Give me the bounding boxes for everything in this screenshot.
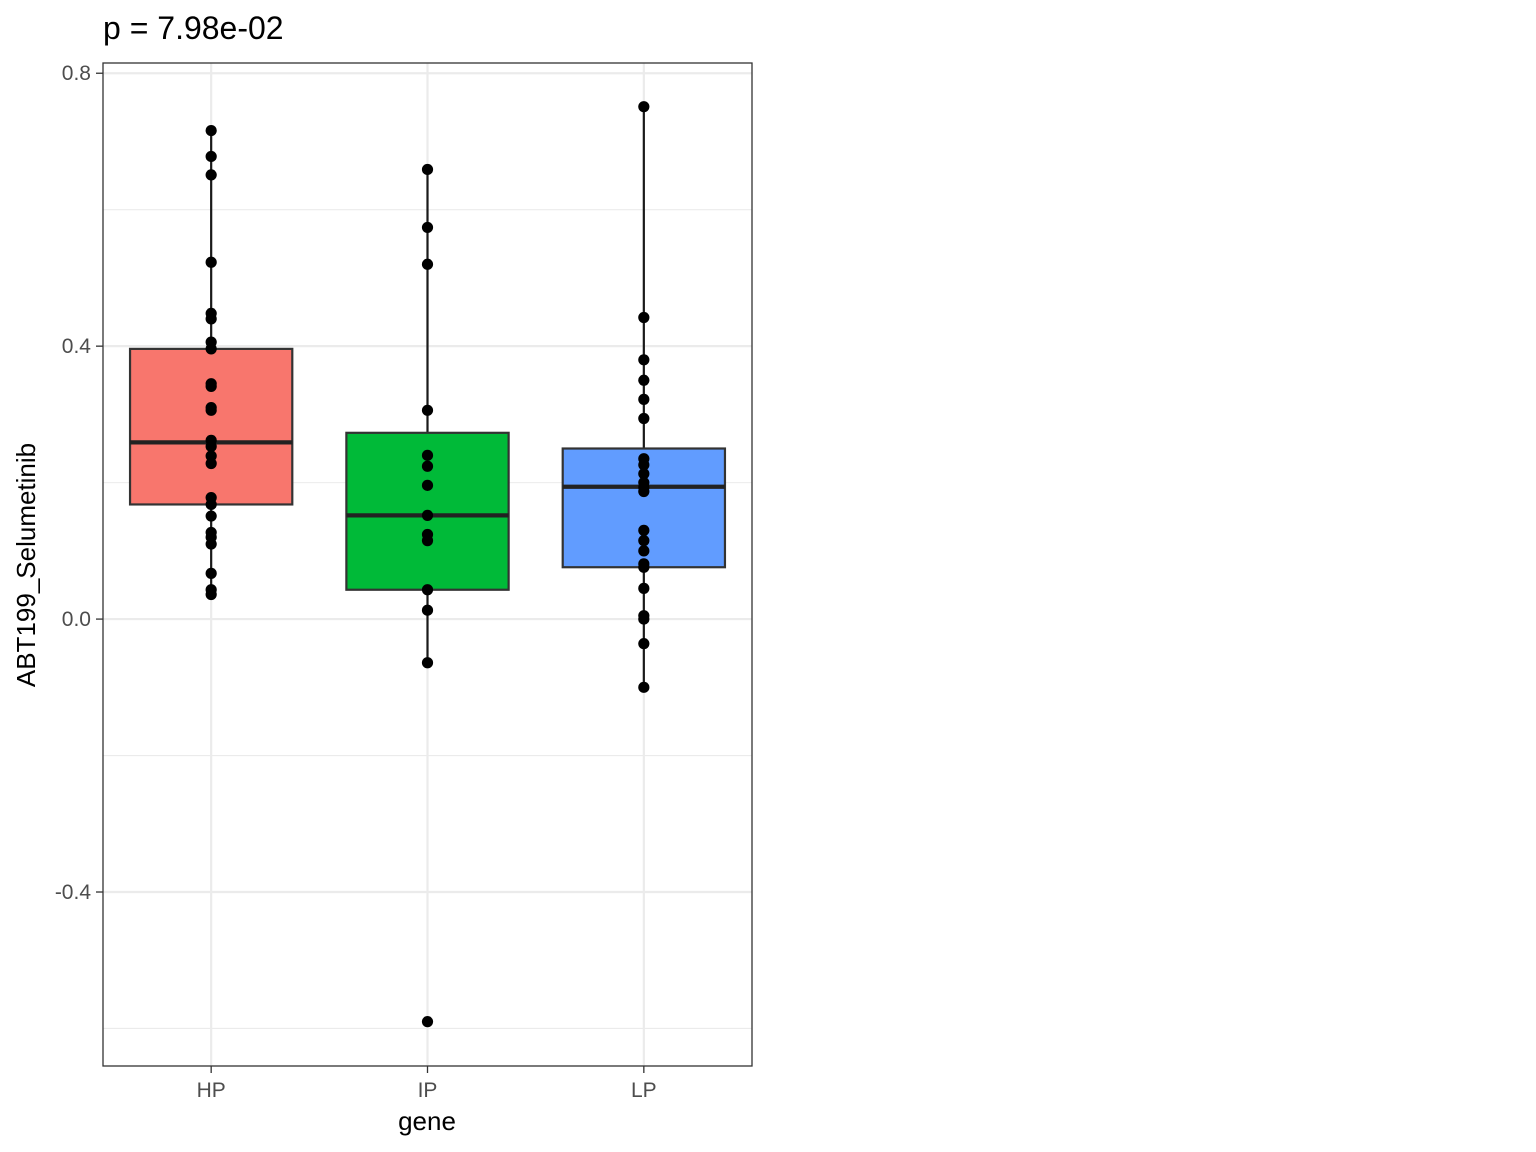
point-layer xyxy=(205,101,650,1028)
data-point xyxy=(205,124,217,137)
data-point xyxy=(638,485,650,498)
x-axis-label: gene xyxy=(398,1106,456,1136)
data-point xyxy=(205,404,217,416)
data-point xyxy=(205,256,217,268)
data-point xyxy=(205,588,217,601)
data-point xyxy=(421,163,434,176)
data-point xyxy=(205,538,217,550)
y-axis-label: ABT199_Selumetinib xyxy=(11,443,41,687)
chart-title: p = 7.98e-02 xyxy=(103,10,284,46)
y-tick-label: 0.4 xyxy=(62,335,92,358)
data-point xyxy=(421,1016,434,1028)
data-point xyxy=(421,479,434,491)
data-point xyxy=(638,535,650,547)
data-point xyxy=(205,498,217,511)
data-point xyxy=(638,545,650,557)
data-point xyxy=(205,150,217,163)
box-layer xyxy=(128,106,727,688)
y-tick-label: 0.0 xyxy=(62,608,91,631)
data-point xyxy=(205,313,217,325)
data-point xyxy=(638,354,650,366)
x-tick-label: IP xyxy=(418,1079,438,1102)
data-point xyxy=(638,638,650,650)
data-point xyxy=(205,440,217,453)
data-point xyxy=(638,459,650,471)
x-tick-label: LP xyxy=(631,1079,657,1102)
data-point xyxy=(421,657,434,669)
data-point xyxy=(638,468,650,480)
data-point xyxy=(205,169,217,181)
data-point xyxy=(205,567,217,579)
data-point xyxy=(421,509,434,521)
data-point xyxy=(638,393,650,405)
axis-layer: 0.8 0.4 0.0 -0.4 HP IP LP xyxy=(55,62,657,1102)
data-point xyxy=(205,510,217,522)
data-point xyxy=(421,604,434,616)
data-point xyxy=(638,101,650,113)
data-point xyxy=(421,449,434,461)
data-point xyxy=(205,380,217,393)
data-point xyxy=(421,258,434,270)
data-point xyxy=(638,374,650,386)
data-point xyxy=(638,613,650,625)
data-point xyxy=(638,311,650,324)
data-point xyxy=(638,561,650,573)
data-point xyxy=(205,343,217,355)
data-point xyxy=(638,524,650,536)
data-point xyxy=(421,221,434,234)
data-point xyxy=(421,535,434,547)
y-tick-label: 0.8 xyxy=(62,62,91,85)
data-point xyxy=(421,460,434,472)
x-tick-label: HP xyxy=(197,1079,226,1102)
data-point xyxy=(205,457,217,470)
data-point xyxy=(638,681,650,693)
y-tick-label: -0.4 xyxy=(55,881,92,904)
data-point xyxy=(421,404,434,416)
box-hp xyxy=(128,347,294,506)
data-point xyxy=(421,584,434,596)
data-point xyxy=(638,412,650,425)
data-point xyxy=(638,582,650,594)
